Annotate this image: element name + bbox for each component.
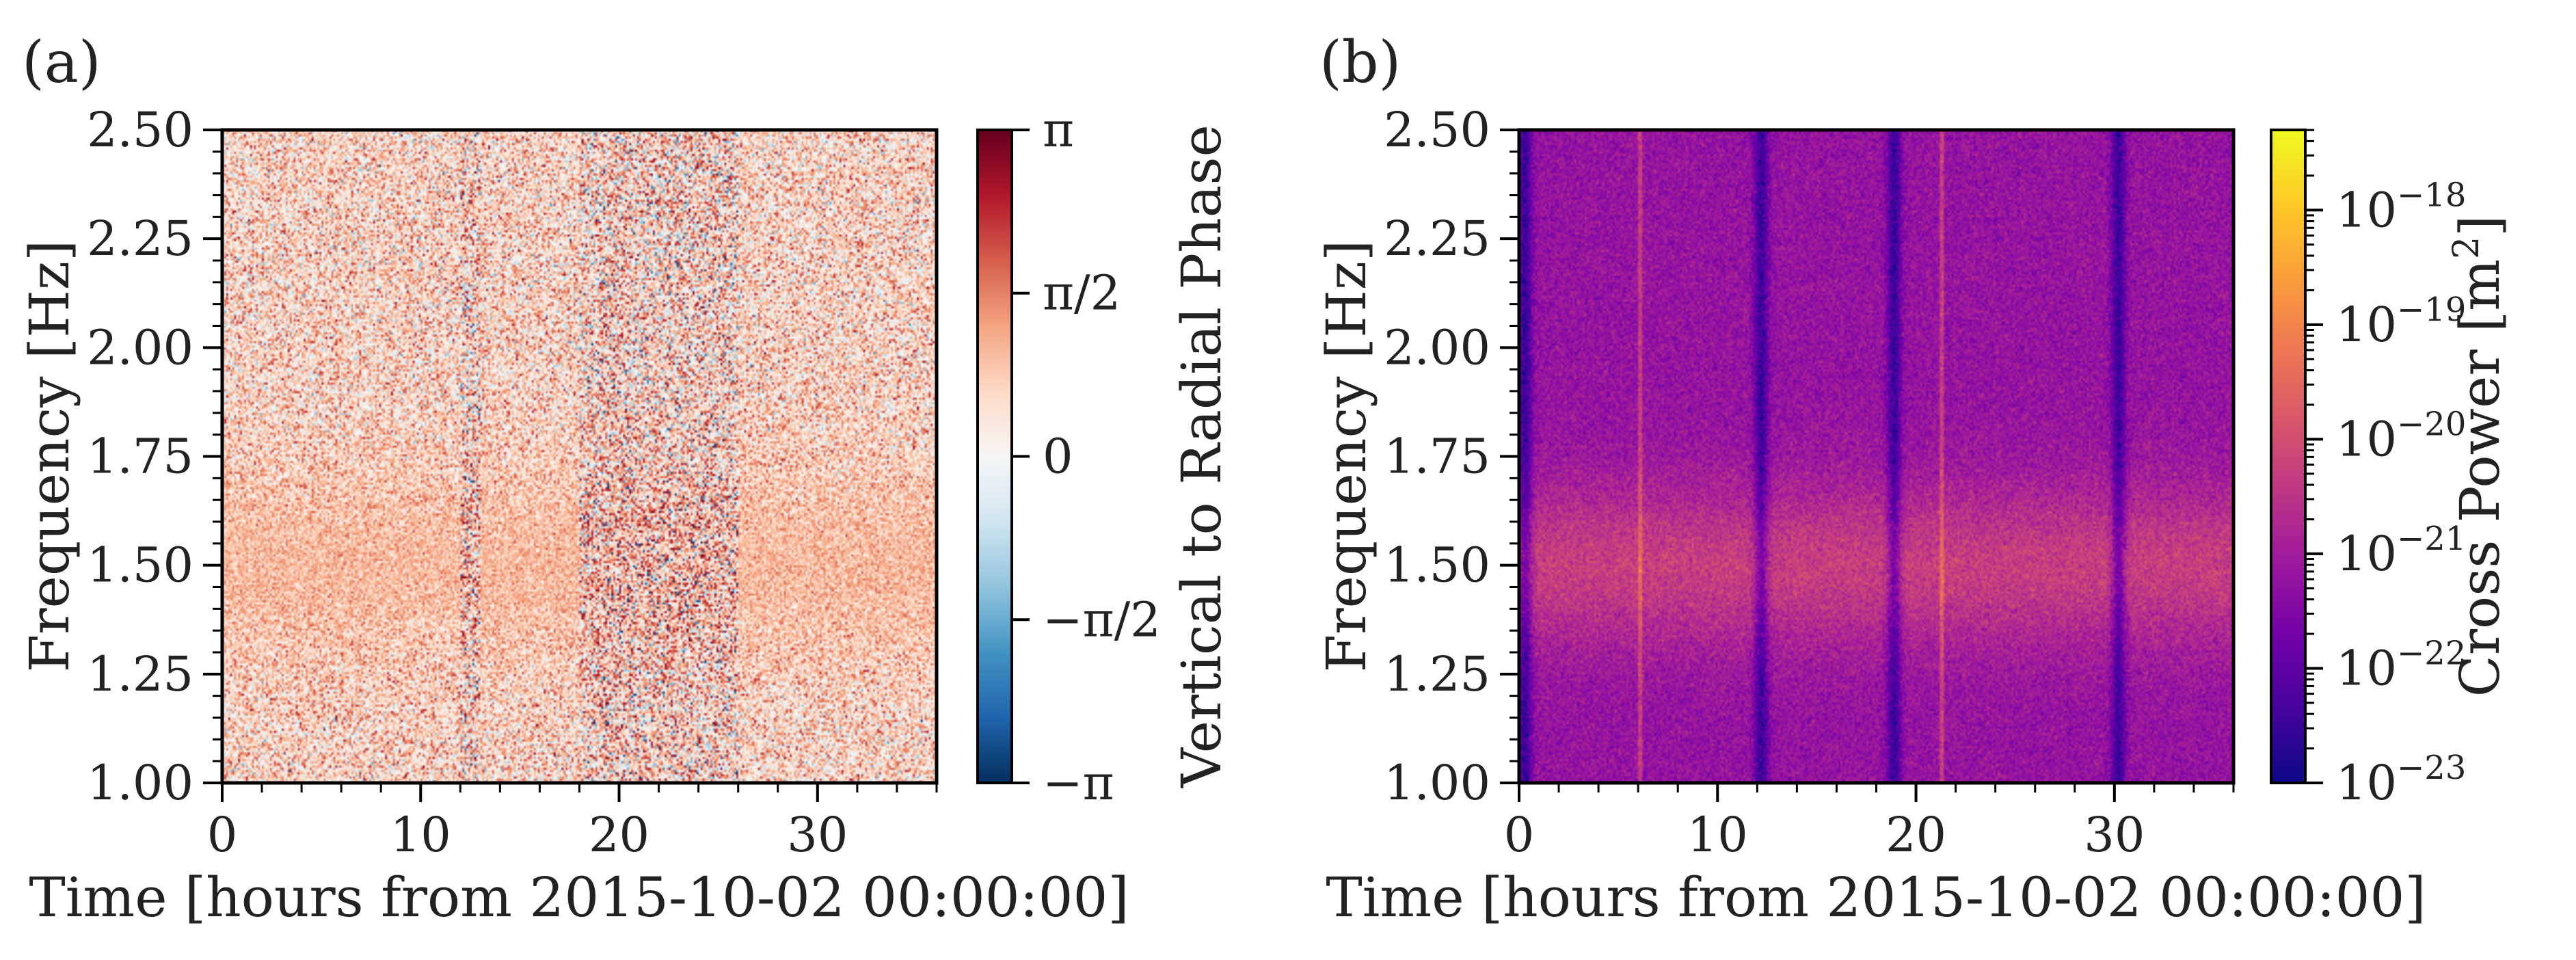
panel-b-axes: 0 10 20 30 1.00 1.25 1.50 1.75 2.00 2.25 2.50 [1384,102,2235,863]
panel-b-ytick-label: 1.50 [1384,537,1490,594]
panel-a-ytick-label: 1.75 [87,429,193,485]
panel-b-colorbar-label: Cross Power [m2] [2446,215,2512,697]
panel-a-ytick-label: 2.50 [87,102,193,158]
panel-a-colorbar-axis: −π −π/2 0 π/2 π [1012,102,1161,811]
panel-a-xtick-label: 0 [207,807,238,863]
panel-b-colorbar-label-sup: 2 [2446,237,2487,259]
panel-b-heatmap-image [1519,130,2233,783]
panel-b-ytick-label: 1.75 [1384,429,1490,485]
panel-b-colorbar-gradient [2271,130,2305,783]
panel-a-axes: 0 10 20 30 1.00 1.25 1.50 1.75 2.00 2.25 2.50 [87,102,938,863]
colorbar-tick-exponent: −18 [2397,176,2466,214]
panel-a-heatmap [222,130,937,783]
panel-b-xtick-label: 10 [1687,807,1748,863]
colorbar-tick-exponent: −23 [2397,749,2466,787]
panel-b-xtick-label: 20 [1886,807,1946,863]
panel-a-xlabel: Time [hours from 2015-10-02 00:00:00] [29,866,1129,929]
panel-b: (b) 0 10 20 301.001.251.501.752.002.252.50 … [1315,29,2512,929]
panel-a-colorbar-label: Vertical to Radial Phase [1170,124,1233,788]
panel-a-xtick-label: 10 [390,807,451,863]
panel-a-label: (a) [22,29,101,96]
panel-b-colorbar-tick-label: 10−21 [2336,520,2466,582]
panel-a-ytick-label: 2.25 [87,211,193,267]
panel-a: (a) 0 10 20 301.001.251.501.752.002.252.50 … [18,29,1233,929]
colorbar-tick-exponent: −21 [2397,520,2466,558]
colorbar-tick-base: 10 [2336,182,2397,238]
colorbar-tick-exponent: −22 [2397,634,2466,672]
panel-b-xlabel: Time [hours from 2015-10-02 00:00:00] [1326,866,2426,929]
panel-a-ytick-label: 1.50 [87,537,193,594]
panel-b-colorbar-tick-label: 10−20 [2336,405,2466,467]
panel-a-colorbar-gradient [978,130,1012,783]
panel-b-ytick-label: 1.00 [1384,755,1490,811]
panel-b-ytick-label: 2.50 [1384,102,1490,158]
panel-a-ytick-label: 1.25 [87,646,193,702]
panel-a-ylabel: Frequency [Hz] [18,240,81,672]
panel-a-heatmap-image [222,130,937,783]
panel-b-ytick-label: 2.00 [1384,319,1490,375]
panel-a-ytick-label: 2.00 [87,319,193,375]
panel-a-xtick-label: 30 [787,807,848,863]
colorbar-tick-base: 10 [2336,640,2397,696]
panel-b-ytick-label: 2.25 [1384,211,1490,267]
panel-b-ytick-label: 1.25 [1384,646,1490,702]
panel-b-colorbar-label-main: Cross Power [m [2448,259,2512,697]
panel-a-colorbar-tick-label: π [1043,102,1074,158]
panel-b-colorbar-label-suffix: ] [2448,215,2512,237]
panel-a-xtick-label: 20 [589,807,649,863]
panel-b-ylabel: Frequency [Hz] [1315,240,1378,672]
panel-b-colorbar-tick-label: 10−18 [2336,176,2466,238]
panel-a-colorbar-tick-label: −π/2 [1043,591,1161,648]
panel-a-colorbar-tick-label: 0 [1043,429,1073,485]
panel-a-colorbar: −π −π/2 0 π/2 π Vertical to Radial Phase [976,102,1233,811]
panel-b-heatmap [1519,130,2233,783]
panel-b-label: (b) [1319,29,1401,96]
colorbar-tick-base: 10 [2336,411,2397,467]
panel-b-colorbar-tick-label: 10−23 [2336,749,2466,811]
panel-b-colorbar-tick-label: 10−22 [2336,634,2466,696]
colorbar-tick-exponent: −20 [2397,405,2466,443]
panel-a-colorbar-tick-label: π/2 [1043,265,1121,321]
colorbar-tick-base: 10 [2336,297,2397,353]
colorbar-tick-exponent: −19 [2397,291,2466,329]
panel-b-colorbar-tick-label: 10−19 [2336,291,2466,353]
colorbar-tick-base: 10 [2336,526,2397,582]
panel-b-xtick-label: 30 [2084,807,2145,863]
colorbar-tick-base: 10 [2336,755,2397,811]
panel-b-xtick-label: 0 [1504,807,1535,863]
panel-a-ytick-label: 1.00 [87,755,193,811]
panel-a-colorbar-tick-label: −π [1043,755,1114,811]
